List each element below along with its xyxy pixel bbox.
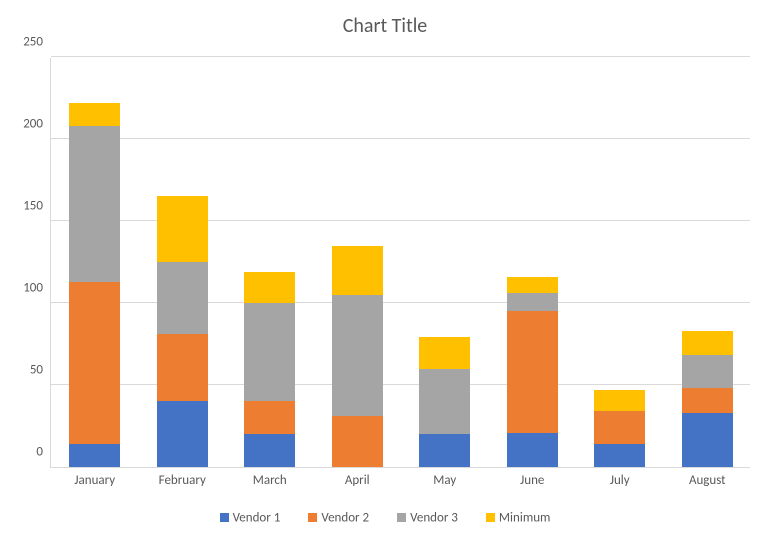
- chart-container: Chart Title 050100150200250JanuaryFebrua…: [0, 0, 770, 535]
- bar-segment: [157, 401, 208, 467]
- y-tick-label: 50: [30, 363, 51, 378]
- legend-item: Vendor 2: [308, 510, 369, 525]
- x-tick-label: June: [482, 467, 584, 488]
- x-tick-label: March: [219, 467, 321, 488]
- gridline: [51, 302, 750, 303]
- bar-segment: [507, 433, 558, 467]
- bar-segment: [244, 303, 295, 401]
- legend-swatch: [486, 513, 495, 522]
- x-tick-label: April: [307, 467, 409, 488]
- gridline: [51, 220, 750, 221]
- legend-swatch: [220, 513, 229, 522]
- bar-slot: July: [594, 57, 645, 467]
- bar-segment: [682, 388, 733, 413]
- bar-segment: [682, 413, 733, 467]
- bar-segment: [594, 444, 645, 467]
- legend-label: Vendor 1: [233, 510, 281, 525]
- bar-segment: [419, 434, 470, 467]
- legend-item: Vendor 1: [220, 510, 281, 525]
- x-tick-label: August: [657, 467, 759, 488]
- bar-segment: [244, 434, 295, 467]
- legend-label: Vendor 3: [410, 510, 458, 525]
- bar-slot: April: [332, 57, 383, 467]
- bar-slot: June: [507, 57, 558, 467]
- chart-title: Chart Title: [0, 14, 770, 38]
- plot-area: 050100150200250JanuaryFebruaryMarchApril…: [50, 58, 750, 468]
- bar-segment: [507, 293, 558, 311]
- bar-slot: February: [157, 57, 208, 467]
- legend-item: Minimum: [486, 510, 551, 525]
- bar-segment: [244, 401, 295, 434]
- gridline: [51, 138, 750, 139]
- bar-slot: August: [682, 57, 733, 467]
- gridline: [51, 56, 750, 57]
- bar-segment: [332, 246, 383, 295]
- legend-swatch: [397, 513, 406, 522]
- bar-segment: [157, 262, 208, 334]
- y-tick-label: 200: [23, 117, 51, 132]
- bar-segment: [69, 282, 120, 444]
- bar-slot: March: [244, 57, 295, 467]
- legend-swatch: [308, 513, 317, 522]
- bar-segment: [244, 272, 295, 303]
- bar-segment: [332, 416, 383, 467]
- bar-segment: [682, 355, 733, 388]
- x-tick-label: July: [569, 467, 671, 488]
- legend-label: Minimum: [499, 510, 551, 525]
- bar-segment: [157, 196, 208, 262]
- bar-slot: May: [419, 57, 470, 467]
- bar-segment: [69, 444, 120, 467]
- bar-segment: [332, 295, 383, 416]
- bar-segment: [507, 311, 558, 432]
- y-tick-label: 150: [23, 199, 51, 214]
- bar-segment: [157, 334, 208, 401]
- bar-segment: [507, 277, 558, 293]
- bar-slot: January: [69, 57, 120, 467]
- y-tick-label: 250: [23, 35, 51, 50]
- bar-segment: [594, 390, 645, 411]
- bar-segment: [69, 126, 120, 282]
- y-tick-label: 0: [36, 445, 51, 460]
- bar-segment: [419, 337, 470, 368]
- legend-item: Vendor 3: [397, 510, 458, 525]
- x-tick-label: February: [132, 467, 234, 488]
- x-tick-label: January: [44, 467, 146, 488]
- y-tick-label: 100: [23, 281, 51, 296]
- bar-segment: [69, 103, 120, 126]
- x-tick-label: May: [394, 467, 496, 488]
- bar-segment: [419, 369, 470, 435]
- bar-segment: [682, 331, 733, 356]
- legend-label: Vendor 2: [321, 510, 369, 525]
- legend: Vendor 1 Vendor 2 Vendor 3 Minimum: [0, 510, 770, 525]
- gridline: [51, 384, 750, 385]
- bar-segment: [594, 411, 645, 444]
